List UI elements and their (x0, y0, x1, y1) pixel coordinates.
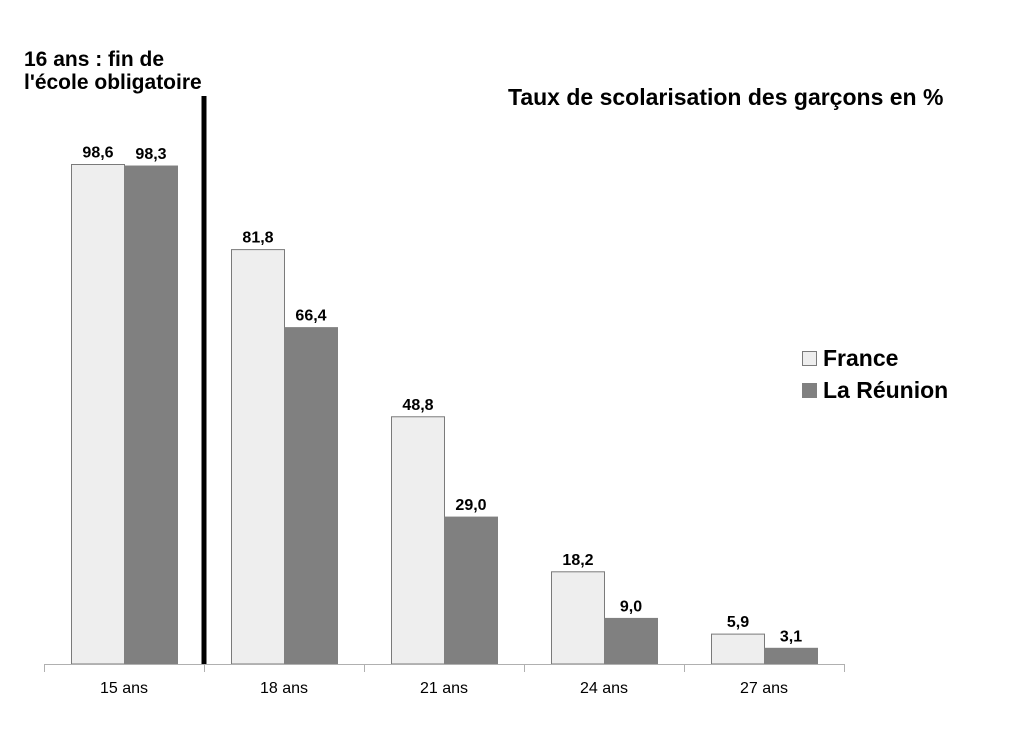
legend-swatch-la-reunion (802, 382, 817, 398)
legend-item-france: France (802, 342, 948, 374)
x-tick-label-24-ans: 24 ans (580, 680, 628, 697)
data-label-la-reunion-21-ans: 29,0 (455, 497, 486, 514)
data-label-la-reunion-18-ans: 66,4 (295, 308, 326, 325)
bar-la-reunion-27-ans (764, 647, 818, 665)
bar-france-18-ans (231, 249, 285, 665)
bar-france-21-ans (391, 416, 445, 665)
bar-la-reunion-18-ans (284, 327, 338, 665)
x-tick-label-18-ans: 18 ans (260, 680, 308, 697)
legend: France La Réunion (802, 342, 948, 406)
x-tick-label-15-ans: 15 ans (100, 680, 148, 697)
compulsory-school-annotation: 16 ans : fin de l'école obligatoire (24, 48, 202, 94)
data-label-la-reunion-24-ans: 9,0 (620, 598, 642, 615)
data-label-france-18-ans: 81,8 (242, 230, 273, 247)
legend-swatch-france (802, 350, 817, 366)
annotation-line-1: 16 ans : fin de (24, 48, 165, 71)
data-label-france-27-ans: 5,9 (727, 614, 749, 631)
data-label-france-21-ans: 48,8 (402, 397, 433, 414)
chart-title: Taux de scolarisation des garçons en % (508, 84, 944, 110)
legend-item-la-reunion: La Réunion (802, 374, 948, 406)
annotation-line-2: l'école obligatoire (24, 71, 202, 94)
x-tick-label-27-ans: 27 ans (740, 680, 788, 697)
bar-france-15-ans (71, 164, 125, 665)
data-label-la-reunion-15-ans: 98,3 (135, 146, 166, 163)
data-label-france-15-ans: 98,6 (82, 145, 113, 162)
x-tick-label-21-ans: 21 ans (420, 680, 468, 697)
legend-label-la-reunion: La Réunion (823, 376, 949, 403)
bar-la-reunion-15-ans (124, 165, 178, 665)
data-label-la-reunion-27-ans: 3,1 (780, 628, 802, 645)
bar-france-24-ans (551, 571, 605, 665)
bar-la-reunion-24-ans (604, 617, 658, 665)
bar-la-reunion-21-ans (444, 516, 498, 665)
bar-france-27-ans (711, 633, 765, 665)
legend-label-france: France (823, 344, 899, 371)
data-label-france-24-ans: 18,2 (562, 552, 593, 569)
